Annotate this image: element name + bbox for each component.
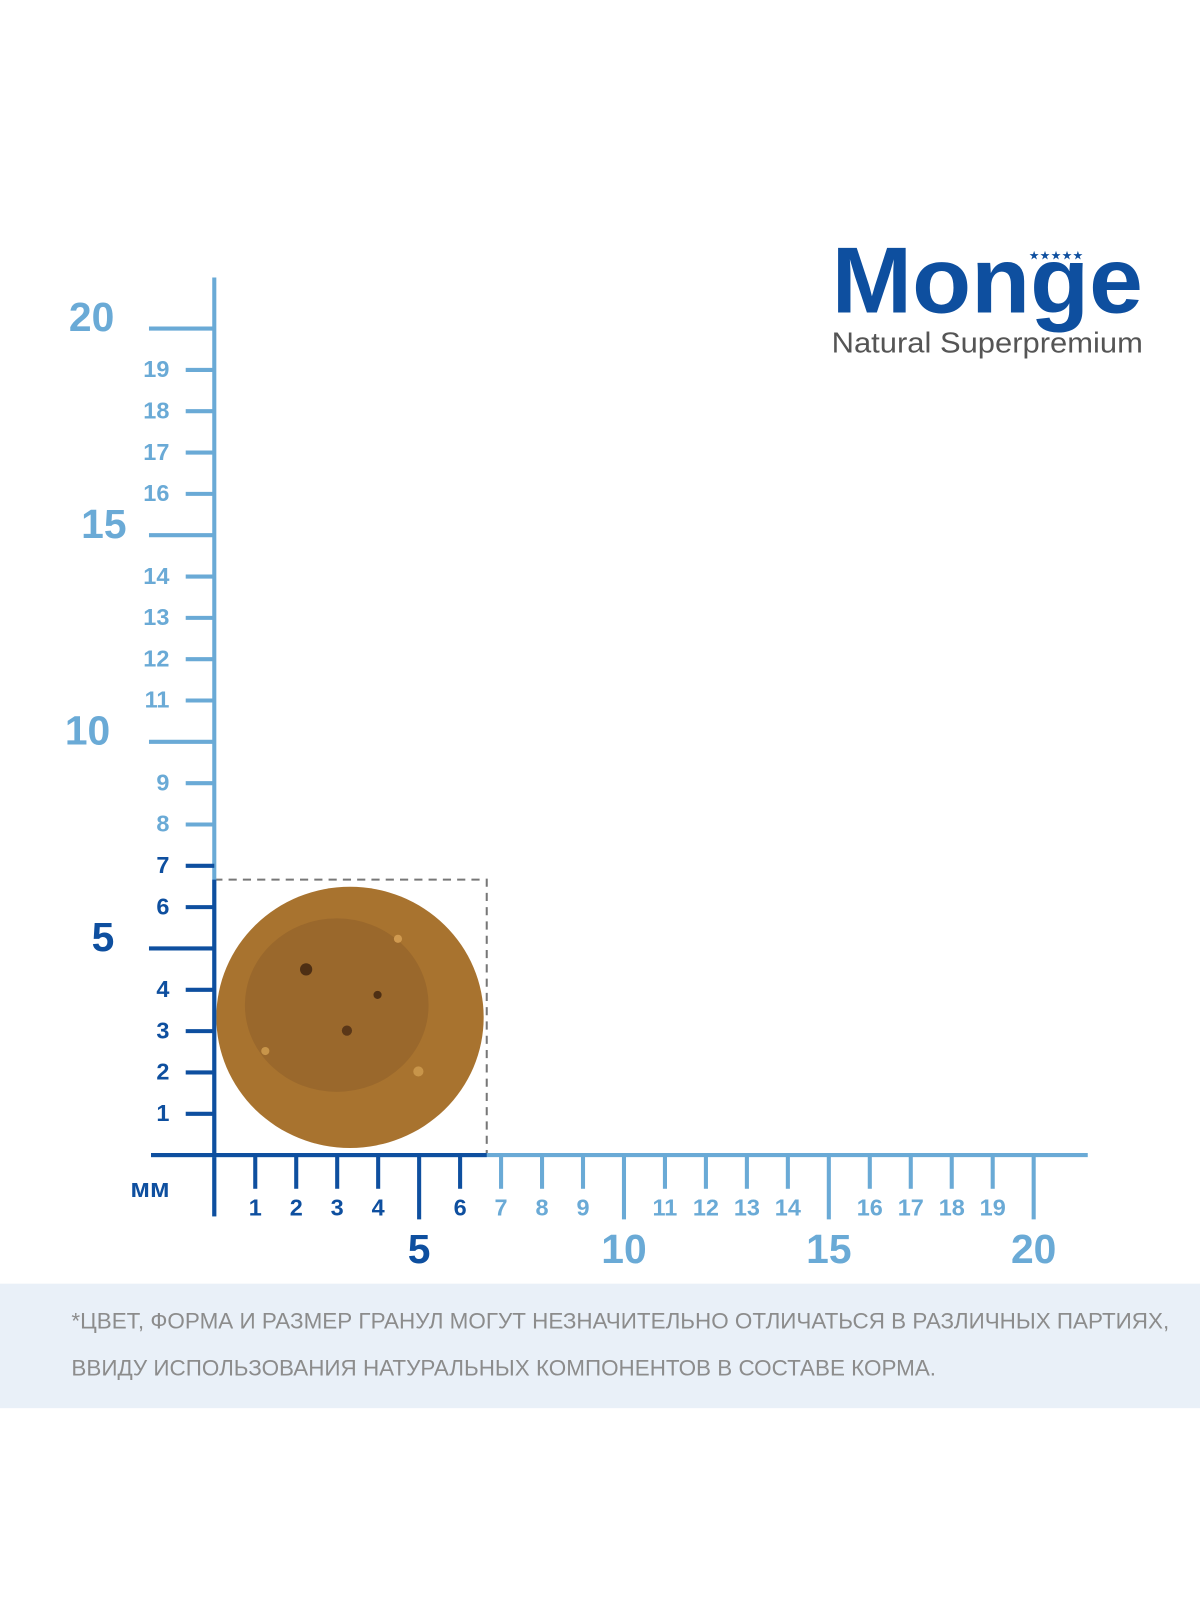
x-tick-label: 18 [939, 1194, 965, 1220]
logo: Monge ★★★★★ Natural Superpremium [832, 228, 1143, 360]
y-tick-label: 2 [156, 1059, 169, 1085]
y-tick-label: 11 [145, 687, 170, 713]
brand: Monge [832, 228, 1143, 333]
y-tick-label: 14 [143, 563, 169, 589]
x-tick-label: 4 [372, 1194, 385, 1220]
x-tick-label: 3 [331, 1194, 344, 1220]
footer-band [0, 1283, 1200, 1409]
y-tick-label: 18 [143, 397, 169, 423]
y-tick-label: 15 [81, 501, 126, 547]
x-tick-label: 5 [408, 1226, 431, 1272]
y-tick-label: 20 [69, 294, 114, 340]
x-tick-label: 7 [495, 1194, 508, 1220]
size-box [214, 878, 488, 1156]
x-tick-label: 8 [536, 1194, 549, 1220]
y-tick-label: 5 [92, 914, 115, 960]
y-tick-label: 9 [156, 769, 169, 795]
x-tick-label: 6 [454, 1194, 467, 1220]
y-tick-label: 3 [156, 1017, 169, 1043]
y-tick-label: 7 [156, 852, 169, 878]
x-tick-label: 1 [249, 1194, 262, 1220]
y-tick-label: 6 [156, 893, 169, 919]
y-tick-label: 13 [143, 604, 169, 630]
stars: ★★★★★ [1029, 248, 1084, 262]
kibble-spot [373, 990, 382, 999]
kibble [216, 886, 484, 1148]
x-tick-label: 17 [898, 1194, 924, 1220]
x-tick-label: 16 [857, 1194, 883, 1220]
x-tick-label: 10 [601, 1226, 646, 1272]
x-tick-label: 9 [576, 1194, 589, 1220]
y-tick-label: 17 [143, 439, 169, 465]
y-tick-label: 1 [156, 1100, 169, 1126]
x-tick-label: 13 [734, 1194, 760, 1220]
x-tick-label: 12 [693, 1194, 719, 1220]
y-tick-label: 19 [143, 356, 169, 382]
x-tick-label: 19 [980, 1194, 1006, 1220]
x-tick-label: 2 [290, 1194, 303, 1220]
kibble-spot [413, 1066, 424, 1077]
x-tick-label: 15 [806, 1226, 851, 1272]
kibble-spot [300, 963, 313, 976]
footer-line: *ЦВЕТ, ФОРМА И РАЗМЕР ГРАНУЛ МОГУТ НЕЗНА… [71, 1308, 1169, 1333]
y-tick-label: 10 [65, 707, 110, 753]
y-tick-label: 4 [156, 976, 169, 1002]
kibble-spot [341, 1025, 353, 1036]
kibble-spot [261, 1046, 270, 1056]
kibble-spot [393, 934, 403, 943]
kibble-shade [244, 918, 429, 1092]
y-tick-label: 16 [143, 480, 169, 506]
x-tick-label: 14 [775, 1194, 801, 1220]
y-tick-label: 8 [156, 811, 169, 837]
footer-line: ВВИДУ ИСПОЛЬЗОВАНИЯ НАТУРАЛЬНЫХ КОМПОНЕН… [71, 1355, 936, 1380]
y-tick-label: 12 [143, 645, 169, 671]
x-tick-label: 20 [1011, 1226, 1056, 1272]
unit-label: мм [130, 1173, 169, 1203]
tagline: Natural Superpremium [832, 327, 1143, 359]
x-tick-label: 11 [653, 1194, 678, 1220]
